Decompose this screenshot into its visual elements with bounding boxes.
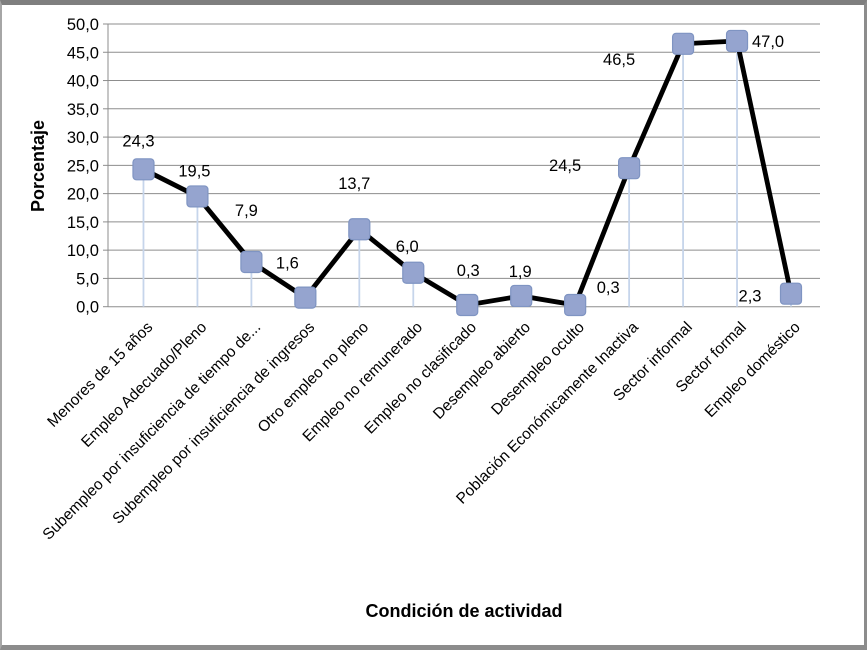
category-label: Menores de 15 años	[44, 319, 156, 431]
data-point-marker	[618, 157, 641, 180]
data-point-marker	[294, 286, 317, 309]
data-label: 47,0	[752, 33, 784, 51]
data-label: 19,5	[178, 162, 210, 180]
data-label: 13,7	[338, 175, 370, 193]
data-label: 7,9	[235, 202, 258, 220]
y-tick-label: 10,0	[67, 242, 99, 260]
y-tick-label: 25,0	[67, 157, 99, 175]
y-tick-label: 20,0	[67, 186, 99, 204]
data-labels: 24,3 19,5 7,9 1,6 13,7 6,0 0,3 1,9 0,3 24,5 46,5 47…	[122, 33, 784, 306]
y-axis-title: Porcentaje	[28, 120, 48, 212]
data-point-marker	[456, 293, 479, 317]
data-label: 46,5	[603, 51, 635, 69]
marker-droplines	[142, 40, 792, 307]
data-label: 6,0	[396, 238, 419, 256]
data-label: 0,3	[597, 279, 620, 297]
y-tick-label: 5,0	[76, 270, 99, 288]
y-tick-label: 50,0	[67, 16, 99, 34]
y-tick-label: 0,0	[76, 299, 99, 317]
category-label: Empleo doméstico	[702, 319, 804, 421]
data-point-marker	[510, 284, 533, 308]
data-label: 0,3	[457, 262, 480, 280]
data-point-marker	[671, 32, 695, 55]
data-point-marker	[132, 158, 155, 181]
y-tick-label: 15,0	[67, 214, 99, 232]
data-label: 24,5	[549, 157, 581, 175]
data-point-marker	[186, 185, 209, 208]
data-point-marker	[240, 250, 263, 274]
data-point-marker	[779, 282, 803, 305]
y-tick-label: 35,0	[67, 101, 99, 119]
y-tick-label: 40,0	[67, 73, 99, 91]
category-label: Desempleo abierto	[430, 319, 534, 423]
data-point-marker	[725, 29, 749, 53]
y-tick-label: 30,0	[67, 129, 99, 147]
x-axis-title: Condición de actividad	[365, 601, 562, 621]
data-point-marker	[402, 261, 425, 284]
gridlines	[108, 23, 820, 308]
data-label: 1,6	[276, 255, 299, 273]
data-point-marker	[564, 293, 587, 317]
y-tick-label: 45,0	[67, 44, 99, 62]
data-point-marker	[348, 218, 371, 241]
data-label: 1,9	[509, 263, 532, 281]
data-label: 24,3	[122, 132, 154, 150]
data-series	[132, 29, 803, 317]
category-label: Subempleo por insuficiencia de ingresos	[109, 319, 318, 528]
category-label: Desempleo oculto	[488, 319, 588, 419]
y-axis	[103, 23, 109, 308]
category-label: Subempleo por insuficiencia de tiempo de…	[40, 319, 265, 544]
data-label: 2,3	[739, 288, 762, 306]
y-tick-labels: 0,0 5,0 10,0 15,0 20,0 25,0 30,0 35,0 40,0 45,0 50…	[67, 16, 99, 317]
